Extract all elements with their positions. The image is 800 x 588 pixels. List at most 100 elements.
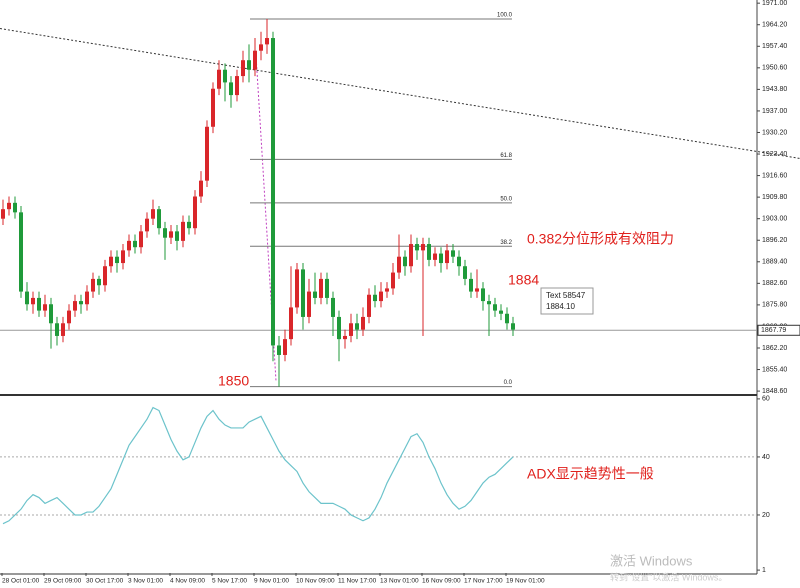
candle-body: [187, 221, 191, 229]
x-tick-label: 17 Nov 17:00: [464, 578, 503, 585]
candle-body: [7, 202, 11, 210]
candle-body: [289, 307, 293, 340]
candle-body: [493, 304, 497, 311]
candle-body: [283, 339, 287, 355]
candle-body: [157, 209, 161, 229]
candle-body: [31, 297, 35, 305]
candle-body: [445, 250, 449, 264]
candle-body: [259, 44, 263, 51]
adx-tick-label: 20: [762, 512, 770, 519]
candle-body: [409, 244, 413, 267]
candle-body: [25, 291, 29, 305]
candle-body: [349, 323, 353, 336]
y-tick-label: 1971.00: [762, 0, 787, 7]
y-tick-label: 1916.60: [762, 172, 787, 179]
y-tick-label: 1875.80: [762, 302, 787, 309]
candle-body: [133, 240, 137, 248]
candle-body: [415, 244, 419, 251]
trendline: [0, 28, 800, 159]
candle-body: [469, 278, 473, 292]
candle-body: [481, 288, 485, 302]
candle-body: [487, 301, 491, 305]
candle-body: [67, 310, 71, 324]
x-tick-label: 30 Oct 17:00: [86, 578, 124, 585]
annotation: ADX显示趋势性一般: [527, 466, 654, 482]
candle-body: [337, 316, 341, 340]
candle-body: [19, 212, 23, 292]
candle-body: [205, 126, 209, 181]
candle-body: [49, 304, 53, 324]
candle-body: [373, 294, 377, 302]
y-tick-label: 1957.40: [762, 43, 787, 50]
candle-body: [121, 250, 125, 264]
candle-body: [139, 231, 143, 248]
candle-body: [271, 38, 275, 346]
candle-body: [433, 253, 437, 260]
adx-tick-label: 1: [762, 567, 766, 574]
fib-label: 0.0: [504, 380, 513, 386]
current-price-box: [757, 324, 800, 336]
y-tick-label: 1889.40: [762, 259, 787, 266]
adx-line: [2, 406, 514, 525]
candle-body: [355, 323, 359, 330]
candle-body: [55, 323, 59, 336]
candle-body: [325, 278, 329, 298]
x-tick-label: 11 Nov 17:00: [338, 578, 377, 585]
candle-body: [457, 256, 461, 267]
candle-body: [505, 313, 509, 324]
candle-body: [367, 294, 371, 317]
candle-body: [43, 304, 47, 311]
candle-body: [151, 209, 155, 219]
candle-body: [331, 297, 335, 317]
current-price-label: 1867.79: [761, 327, 786, 334]
candle-body: [241, 60, 245, 77]
candle-body: [301, 269, 305, 317]
candle-body: [427, 244, 431, 260]
candle-body: [1, 209, 5, 219]
annotation: 1884: [508, 272, 539, 288]
fib-label: 61.8: [500, 153, 512, 159]
y-tick-label: 1943.80: [762, 86, 787, 93]
candle-body: [451, 250, 455, 257]
candle-body: [163, 228, 167, 238]
y-tick-label: 1930.20: [762, 129, 787, 136]
candle-body: [97, 278, 101, 286]
text-box-line: 1884.10: [546, 302, 575, 311]
candle-body: [85, 291, 89, 305]
candle-body: [103, 266, 107, 286]
candle-body: [265, 38, 269, 45]
candle-body: [199, 180, 203, 197]
y-tick-label: 1950.60: [762, 65, 787, 72]
candle-body: [91, 278, 95, 292]
candle-body: [295, 269, 299, 308]
x-tick-label: 28 Oct 01:00: [2, 578, 40, 585]
candle-body: [397, 256, 401, 273]
candle-body: [127, 240, 131, 251]
candle-body: [223, 69, 227, 83]
candle-body: [247, 60, 251, 70]
x-tick-label: 3 Nov 01:00: [128, 578, 163, 585]
y-tick-label: 1964.20: [762, 22, 787, 29]
fib-label: 100.0: [497, 13, 513, 19]
x-tick-label: 4 Nov 09:00: [170, 578, 205, 585]
x-tick-label: 10 Nov 09:00: [296, 578, 335, 585]
x-tick-label: 19 Nov 01:00: [506, 578, 545, 585]
candle-body: [73, 301, 77, 311]
x-tick-label: 16 Nov 09:00: [422, 578, 461, 585]
candle-body: [13, 202, 17, 213]
candle-body: [175, 231, 179, 241]
y-tick-label: 1855.40: [762, 366, 787, 373]
candle-body: [379, 291, 383, 302]
annotation: 1850: [218, 373, 249, 389]
fib-label: 50.0: [500, 196, 512, 202]
adx-tick-label: 40: [762, 454, 770, 461]
candle-body: [391, 272, 395, 289]
candle-body: [313, 291, 317, 298]
candle-body: [169, 231, 173, 238]
x-tick-label: 29 Oct 09:00: [44, 578, 82, 585]
annotation: 0.382分位形成有效阻力: [527, 231, 674, 247]
candle-body: [79, 301, 83, 305]
candle-body: [511, 323, 515, 330]
